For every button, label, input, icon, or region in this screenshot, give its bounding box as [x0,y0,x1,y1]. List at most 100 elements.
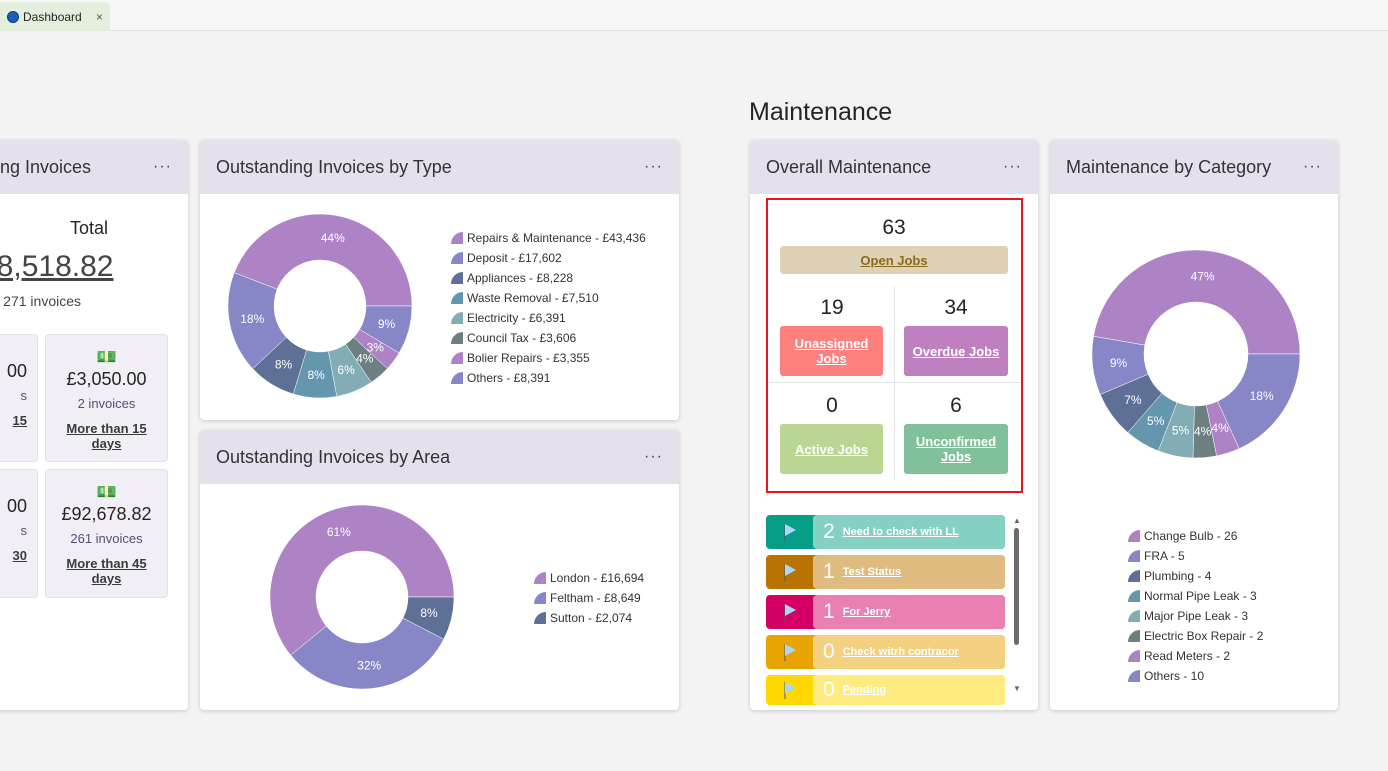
slice-others[interactable] [1217,353,1301,449]
status-row[interactable]: 0 Check witrh contracor [766,635,1005,669]
tile-link[interactable]: More than 45 days [66,556,147,586]
legend-item[interactable]: FRA - 5 [1128,546,1263,566]
legend-label: Others - £8,391 [467,371,551,385]
legend-item[interactable]: Read Meters - 2 [1128,646,1263,666]
status-link[interactable]: For Jerry [842,606,891,618]
more-options-icon[interactable]: ··· [644,448,663,465]
legend-item[interactable]: Feltham - £8,649 [534,588,644,608]
more-options-icon[interactable]: ··· [1003,158,1022,175]
slice-label: 61% [327,525,351,539]
legend-item[interactable]: London - £16,694 [534,568,644,588]
legend-label: Waste Removal - £7,510 [467,291,599,305]
slice-label: 7% [1124,393,1142,407]
divider [768,382,1021,383]
legend-item[interactable]: Sutton - £2,074 [534,608,644,628]
status-row[interactable]: 0 Pending [766,675,1005,705]
legend-swatch [1128,550,1140,562]
status-link[interactable]: Check witrh contracor [842,646,959,658]
unconfirmed-count: 6 [950,394,962,417]
overdue-count: 34 [944,296,968,319]
tile-amount: £92,678.82 [61,504,152,524]
legend-item[interactable]: Others - 10 [1128,666,1263,686]
slice-label: 4% [1211,421,1229,435]
invoices-by-type-card: Outstanding Invoices by Type ··· 44% 18% 8… [200,140,679,420]
close-icon[interactable]: × [95,9,103,24]
tile-link[interactable]: 30 [12,548,27,563]
legend-item[interactable]: Normal Pipe Leak - 3 [1128,586,1263,606]
status-row[interactable]: 2 Need to check with LL [766,515,1005,549]
legend-item[interactable]: Bolier Repairs - £3,355 [451,348,646,368]
tile-amount: 00 [6,496,27,516]
more-options-icon[interactable]: ··· [153,158,172,175]
legend-item[interactable]: Appliances - £8,228 [451,268,646,288]
more-options-icon[interactable]: ··· [1303,158,1322,175]
legend-item[interactable]: Major Pipe Leak - 3 [1128,606,1263,626]
status-count: 1 [823,600,835,623]
status-link[interactable]: Need to check with LL [842,526,959,538]
card-title: Outstanding Invoices by Type [216,156,452,177]
tile-amount: 00 [6,361,27,381]
status-row[interactable]: 1 For Jerry [766,595,1005,629]
slice-sutton[interactable] [402,596,455,640]
status-link[interactable]: Test Status [842,566,902,578]
area-legend: London - £16,694 Feltham - £8,649 Sutton -… [534,568,644,628]
aging-tile: 💵 £3,050.00 2 invoices More than 15 days [45,334,168,462]
unassigned-jobs-button[interactable]: Unassigned Jobs [780,326,883,376]
slice-repairs-maintenance[interactable] [233,213,413,307]
status-row[interactable]: 1 Test Status [766,555,1005,589]
tab-label: Dashboard [23,9,82,24]
aging-tile: 💵 £92,678.82 261 invoices More than 45 d… [45,469,168,598]
overdue-jobs-button[interactable]: Overdue Jobs [904,326,1008,376]
active-jobs-button[interactable]: Active Jobs [780,424,883,474]
legend-item[interactable]: Electric Box Repair - 2 [1128,626,1263,646]
slice-label: 8% [308,368,326,382]
legend-swatch [1128,570,1140,582]
legend-label: Plumbing - 4 [1144,569,1212,583]
slice-others[interactable] [359,305,413,354]
category-legend: Change Bulb - 26 FRA - 5 Plumbing - 4 Norma… [1128,526,1263,686]
tile-link[interactable]: 15 [12,413,27,428]
flag-icon [766,515,813,549]
unassigned-count: 19 [820,296,844,319]
legend-label: Deposit - £17,602 [467,251,562,265]
card-header: ng Invoices ··· [0,140,188,194]
scroll-up-icon[interactable]: ▲ [1013,516,1021,525]
tab-dashboard[interactable]: Dashboard × [0,2,110,31]
status-body: 1 Test Status [813,555,1005,589]
slice-change-bulb[interactable] [1093,249,1301,355]
total-value-link[interactable]: 98,518.82 [0,250,114,283]
legend-item[interactable]: Deposit - £17,602 [451,248,646,268]
scroll-down-icon[interactable]: ▼ [1013,684,1021,693]
legend-item[interactable]: Plumbing - 4 [1128,566,1263,586]
tile-link[interactable]: More than 15 days [66,421,147,451]
legend-swatch [1128,630,1140,642]
money-icon: 💵 [96,484,117,501]
legend-item[interactable]: Council Tax - £3,606 [451,328,646,348]
status-scrollbar[interactable]: ▲ ▼ [1010,514,1024,696]
unconfirmed-jobs-button[interactable]: Unconfirmed Jobs [904,424,1008,474]
status-link[interactable]: Pending [842,684,887,696]
slice-label: 44% [321,231,345,245]
legend-item[interactable]: Repairs & Maintenance - £43,436 [451,228,646,248]
legend-item[interactable]: Electricity - £6,391 [451,308,646,328]
open-jobs-button[interactable]: Open Jobs [780,246,1008,274]
slice-london[interactable] [269,504,455,656]
more-options-icon[interactable]: ··· [644,158,663,175]
card-title: Overall Maintenance [766,156,932,177]
flag-icon [766,635,813,669]
status-count: 0 [823,640,835,663]
slice-feltham[interactable] [290,617,445,690]
legend-item[interactable]: Others - £8,391 [451,368,646,388]
tile-count: s [20,523,28,538]
legend-item[interactable]: Waste Removal - £7,510 [451,288,646,308]
flag-icon [766,555,813,589]
scroll-thumb[interactable] [1014,528,1019,645]
legend-item[interactable]: Change Bulb - 26 [1128,526,1263,546]
tile-count: 261 invoices [70,531,143,546]
legend-swatch [534,592,546,604]
legend-swatch [1128,590,1140,602]
legend-label: Feltham - £8,649 [550,591,641,605]
type-legend: Repairs & Maintenance - £43,436 Deposit -… [451,228,646,388]
legend-swatch [534,612,546,624]
outstanding-invoices-card: ng Invoices ··· Total 98,518.82 271 invo… [0,140,188,710]
